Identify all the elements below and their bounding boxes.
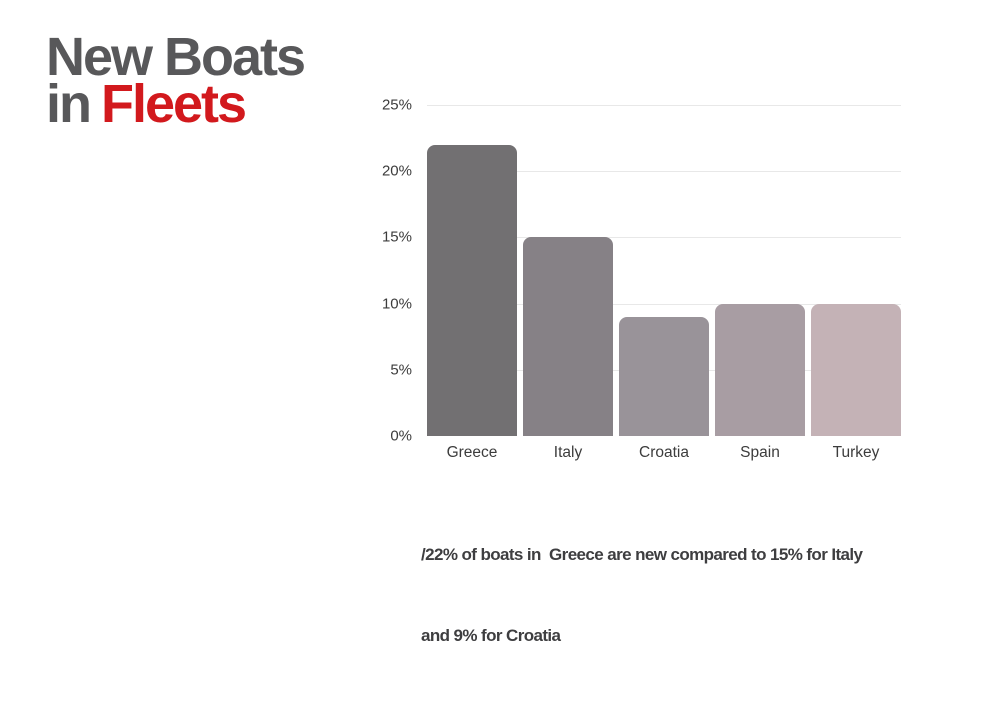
x-tick-label-spain: Spain [740, 444, 780, 461]
y-tick-label: 5% [390, 361, 412, 379]
chart-plot-area: 25% 20% 15% 10% 5% 0% [382, 97, 901, 445]
caption-line-2: and 9% for Croatia [421, 626, 561, 645]
bar-chart: 25% 20% 15% 10% 5% 0% Greece Italy Croatia Spain… [382, 97, 901, 462]
gridline [427, 303, 901, 305]
y-tick-label: 10% [381, 295, 412, 313]
caption-line-1: /22% of boats in Greece are new compared… [421, 545, 863, 564]
title-line-2: in Fleets [46, 77, 304, 131]
bar-croatia [619, 316, 709, 436]
gridline [427, 105, 901, 106]
bar-spain [715, 303, 805, 436]
page-title: New Boats in Fleets [46, 27, 306, 131]
x-tick-label-turkey: Turkey [832, 444, 880, 461]
bar-turkey [811, 303, 901, 436]
y-tick-label: 15% [381, 228, 412, 246]
x-axis-labels: Greece Italy Croatia Spain Turkey [427, 444, 901, 462]
title-line-2-prefix: in [46, 74, 92, 134]
bar-greece [427, 144, 517, 436]
x-tick-label-greece: Greece [446, 444, 498, 461]
title-line-2-accent: Fleets [101, 74, 247, 134]
x-tick-label-croatia: Croatia [639, 444, 689, 461]
y-tick-label: 20% [381, 162, 412, 180]
y-tick-label: 0% [390, 427, 412, 445]
bar-italy [523, 237, 613, 436]
slide: New Boats in Fleets 25% 20% 15% 10% 5% 0% Gree… [46, 27, 901, 645]
chart-caption: /22% of boats in Greece are new compared… [421, 487, 921, 703]
title-line-1: New Boats [46, 27, 306, 87]
gridline [427, 237, 901, 239]
y-tick-label: 25% [381, 96, 412, 114]
bars-group [427, 105, 901, 436]
gridline [427, 171, 901, 173]
x-tick-label-italy: Italy [553, 444, 583, 461]
